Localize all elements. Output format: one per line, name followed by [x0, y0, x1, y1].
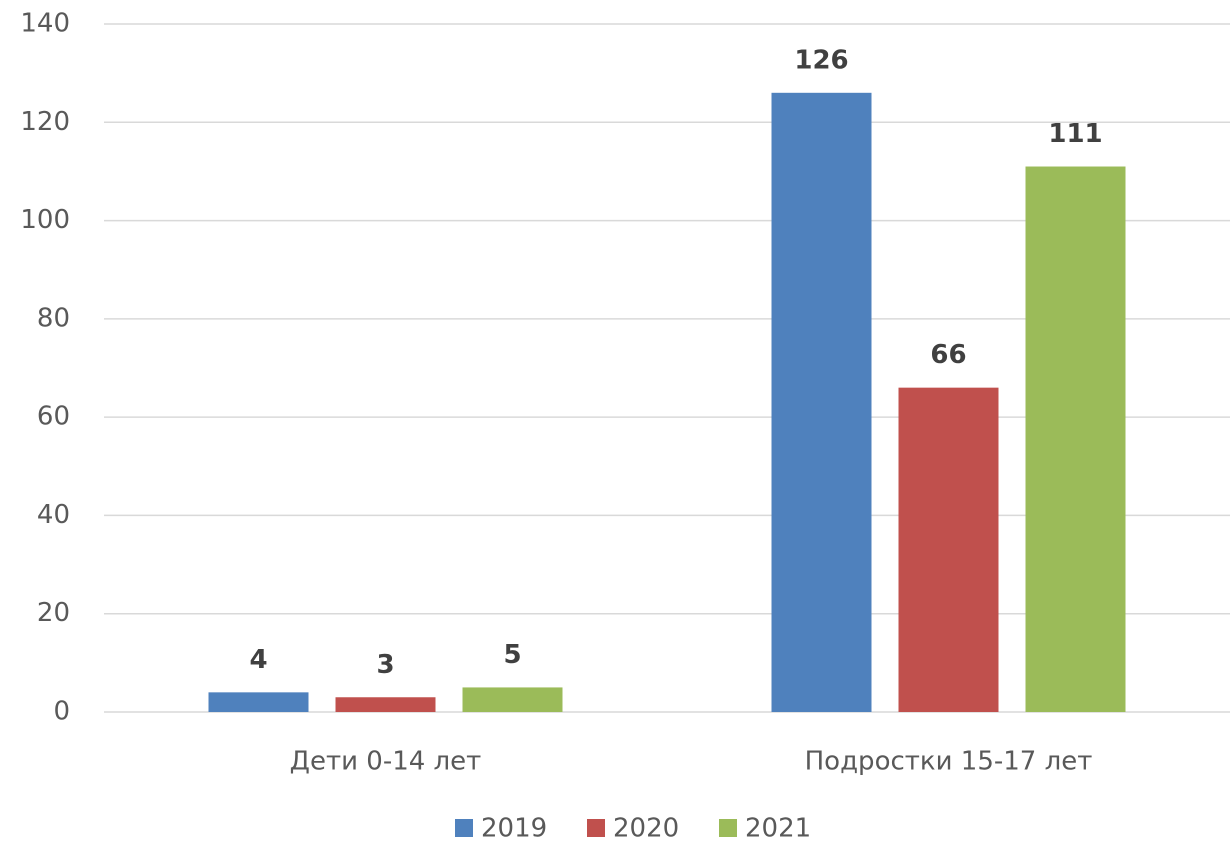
y-tick-label: 0	[53, 697, 70, 727]
legend-swatch	[587, 819, 605, 837]
x-tick-label: Подростки 15-17 лет	[805, 747, 1093, 777]
legend-label: 2020	[613, 814, 679, 842]
data-label: 5	[503, 640, 521, 670]
data-label: 3	[376, 650, 394, 680]
y-tick-label: 40	[37, 500, 70, 530]
data-label: 111	[1048, 119, 1102, 149]
y-tick-label: 60	[37, 402, 70, 432]
bar	[1025, 166, 1126, 712]
bar	[771, 92, 872, 713]
legend-swatch	[455, 819, 473, 837]
data-label: 126	[794, 45, 848, 75]
y-tick-label: 140	[20, 9, 70, 39]
data-label: 4	[249, 645, 267, 675]
legend-swatch	[719, 819, 737, 837]
bar	[335, 697, 436, 712]
bar	[462, 687, 563, 712]
bar	[208, 692, 309, 712]
legend-label: 2021	[745, 814, 811, 842]
y-tick-label: 20	[37, 598, 70, 628]
y-tick-label: 100	[20, 205, 70, 235]
y-tick-label: 80	[37, 303, 70, 333]
y-tick-label: 120	[20, 107, 70, 137]
legend-label: 2019	[481, 814, 547, 842]
x-tick-label: Дети 0-14 лет	[290, 747, 482, 777]
data-label: 66	[930, 340, 966, 370]
bar	[898, 387, 999, 712]
